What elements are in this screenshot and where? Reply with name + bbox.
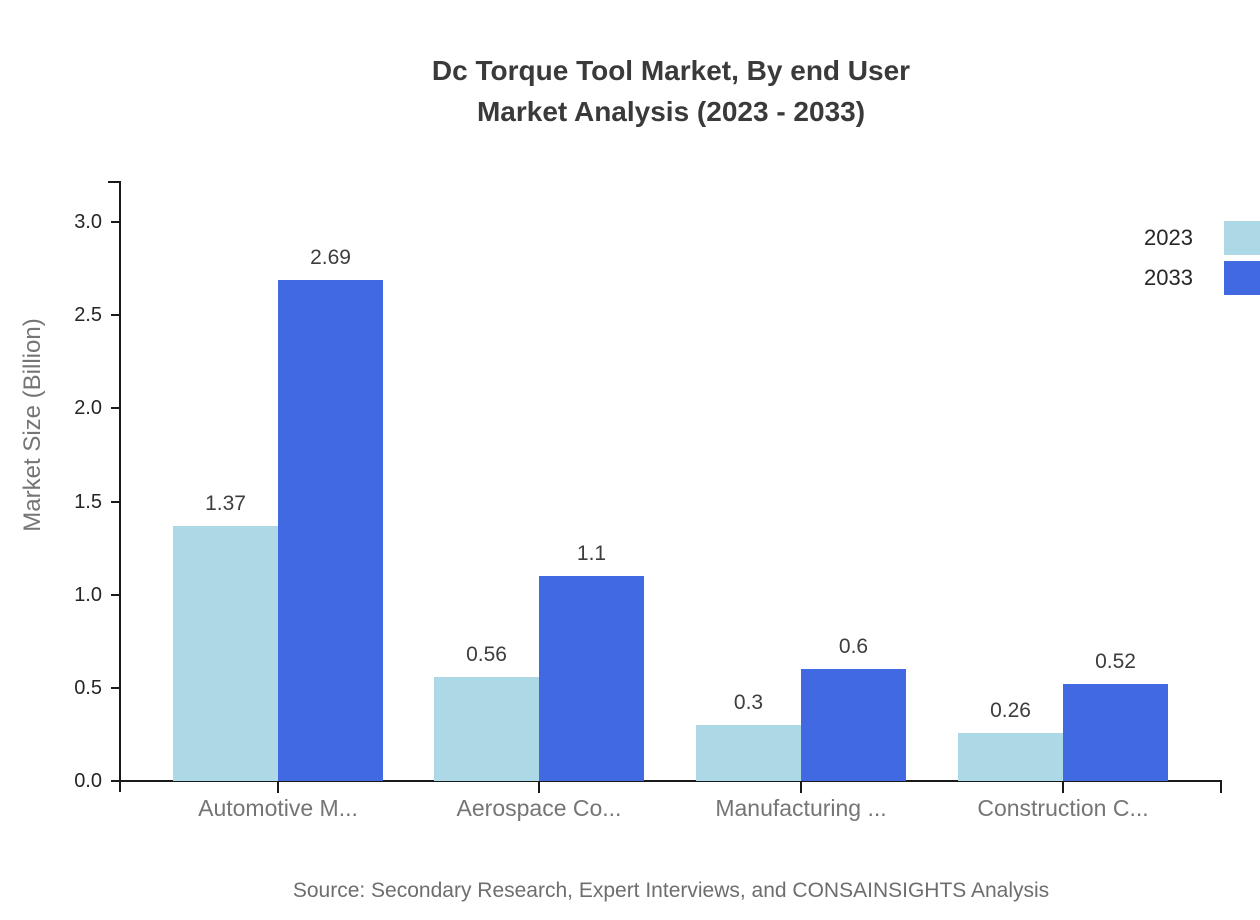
- x-category-label-automotive-m: Automotive M...: [198, 795, 358, 821]
- chart-title-line1: Dc Torque Tool Market, By end User: [431, 55, 911, 86]
- bar-2023-aerospace-co: [434, 677, 539, 781]
- legend-label-2033: 2033: [1144, 265, 1193, 290]
- bar-value-label-2023-automotive-m: 1.37: [205, 492, 246, 515]
- source-note: Source: Secondary Research, Expert Inter…: [292, 879, 1050, 902]
- bar-2023-manufacturing: [696, 725, 801, 781]
- legend: 2023 2033: [1140, 221, 1260, 301]
- y-tick: [111, 407, 121, 409]
- bar-value-label-2023-manufacturing: 0.3: [733, 691, 764, 714]
- bar-value-label-2023-construction-c: 0.26: [990, 699, 1031, 722]
- bar-value-label-2033-manufacturing: 0.6: [838, 635, 869, 658]
- bar-value-label-2033-aerospace-co: 1.1: [576, 542, 607, 565]
- bar-2023-construction-c: [958, 733, 1063, 781]
- x-tick: [1062, 780, 1064, 793]
- y-tick-label: 0.5: [74, 677, 102, 699]
- y-tick: [111, 314, 121, 316]
- x-axis-end-tick: [1220, 780, 1222, 793]
- x-category-label-aerospace-co: Aerospace Co...: [456, 795, 622, 821]
- y-tick-label: 0.0: [74, 770, 102, 792]
- bar-2033-construction-c: [1063, 684, 1168, 781]
- chart-title: Dc Torque Tool Market, By end User Marke…: [120, 50, 1222, 132]
- y-axis-spine: [119, 181, 121, 792]
- x-category-label-construction-c: Construction C...: [977, 795, 1149, 821]
- x-tick: [538, 780, 540, 793]
- bar-2033-manufacturing: [801, 669, 906, 781]
- legend-swatch-2023-icon: [1224, 221, 1260, 255]
- y-tick-label: 1.5: [74, 491, 102, 513]
- bar-2033-aerospace-co: [539, 576, 644, 781]
- bar-2023-automotive-m: [173, 526, 278, 781]
- bar-value-label-2023-aerospace-co: 0.56: [466, 643, 507, 666]
- y-tick: [111, 780, 121, 782]
- chart-title-line2: Market Analysis (2023 - 2033): [476, 96, 866, 127]
- y-tick-label: 3.0: [74, 211, 102, 233]
- y-axis-top-cap: [108, 181, 121, 183]
- legend-label-2023: 2023: [1144, 225, 1193, 250]
- y-tick: [111, 221, 121, 223]
- legend-swatch-2033-icon: [1224, 261, 1260, 295]
- y-tick-label: 2.5: [74, 304, 102, 326]
- x-axis-spine: [119, 780, 1222, 782]
- bar-value-label-2033-construction-c: 0.52: [1095, 650, 1136, 673]
- x-tick: [800, 780, 802, 793]
- x-category-label-manufacturing: Manufacturing ...: [715, 795, 887, 821]
- x-tick: [277, 780, 279, 793]
- bar-2033-automotive-m: [278, 280, 383, 781]
- y-tick: [111, 687, 121, 689]
- bar-value-label-2033-automotive-m: 2.69: [310, 246, 351, 269]
- y-tick: [111, 501, 121, 503]
- y-tick: [111, 594, 121, 596]
- y-tick-label: 2.0: [74, 397, 102, 419]
- y-tick-label: 1.0: [74, 584, 102, 606]
- legend-item-2023: 2023: [1140, 221, 1260, 255]
- legend-item-2033: 2033: [1140, 261, 1260, 295]
